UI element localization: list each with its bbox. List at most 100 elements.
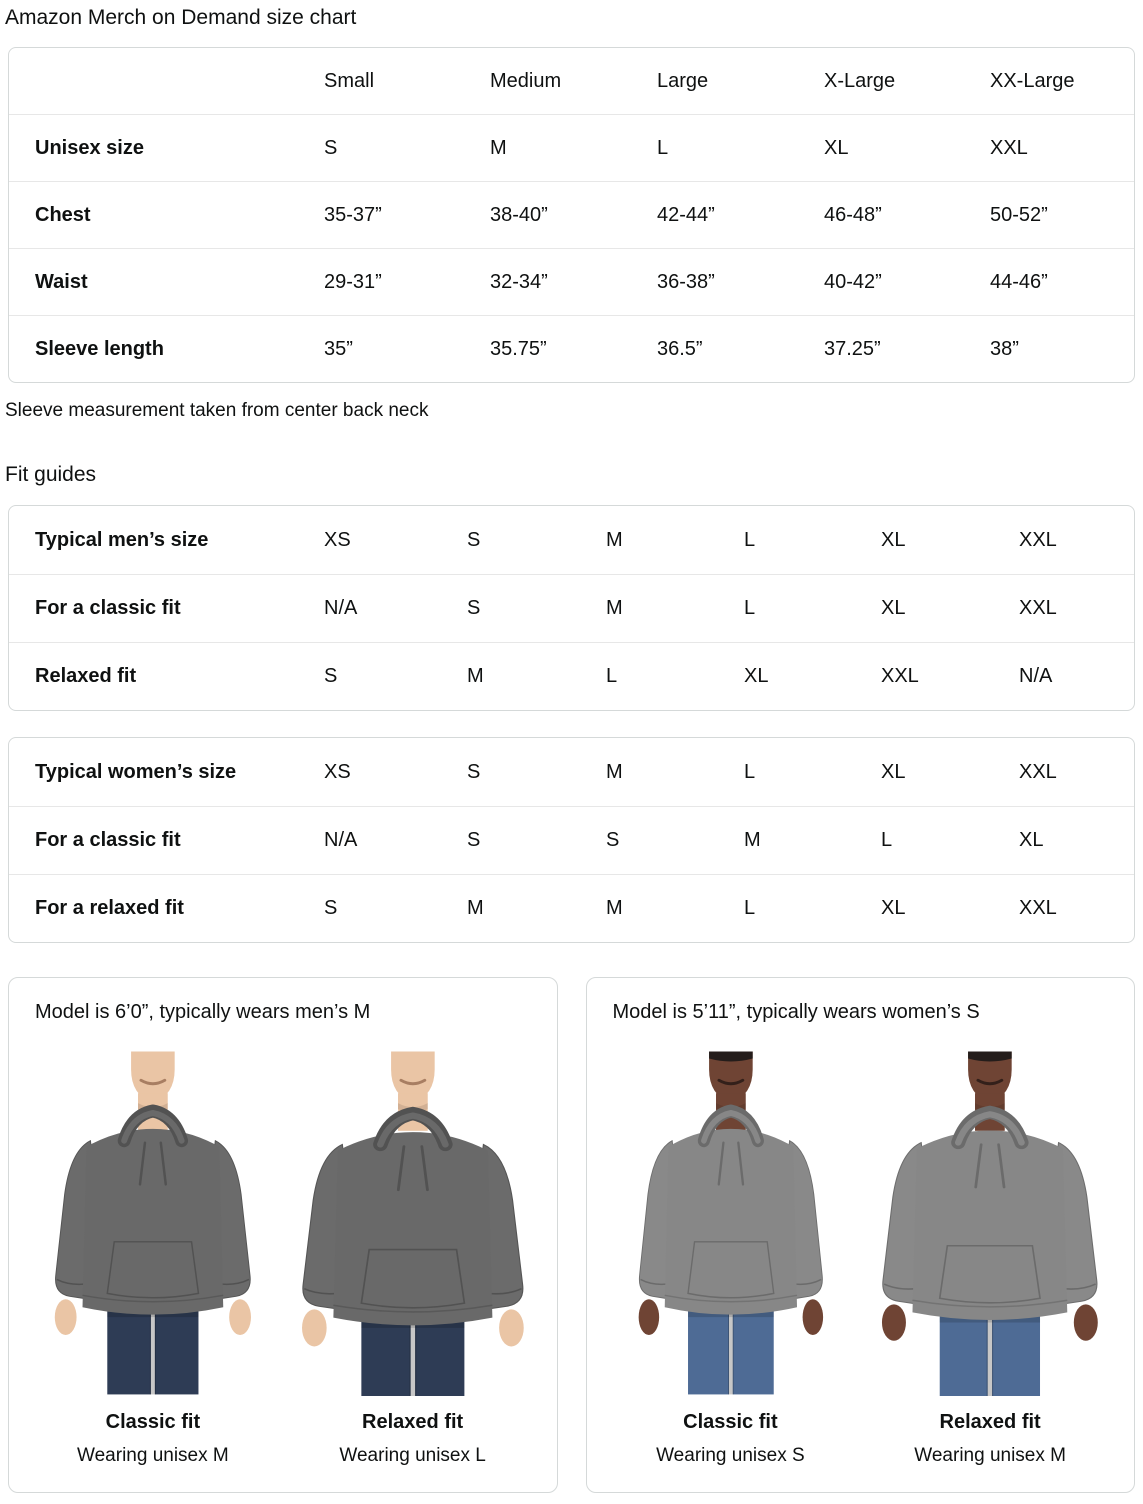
fit-value: M [606, 528, 623, 551]
row-label: For a relaxed fit [35, 897, 184, 919]
fit-value: M [606, 760, 623, 783]
row-label: Relaxed fit [35, 665, 137, 687]
fit-value: XL [881, 597, 906, 619]
row-label: Unisex size [35, 136, 144, 159]
table-row-relaxed-fit-women: For a relaxed fit S M M L XL XXL [9, 874, 1134, 942]
model-card-heading: Model is 6’0”, typically wears men’s M [35, 1001, 371, 1023]
fit-value: N/A [1019, 665, 1053, 687]
model-card-men: Model is 6’0”, typically wears men’s M C… [8, 977, 558, 1493]
fit-type-label: Relaxed fit [362, 1411, 464, 1433]
fit-value: L [744, 597, 756, 619]
fit-value: S [467, 597, 481, 619]
fit-value: XXL [1019, 597, 1057, 619]
fit-value: S [467, 760, 481, 783]
fit-value: XL [881, 897, 906, 919]
size-value: 37.25” [824, 337, 881, 360]
fit-guides-heading: Fit guides [5, 463, 97, 486]
fit-type-label: Classic fit [683, 1411, 778, 1433]
sleeve-measurement-note: Sleeve measurement taken from center bac… [5, 400, 429, 421]
fit-value: L [881, 829, 893, 851]
model-figure-men-relaxed: Relaxed fit Wearing unisex L [289, 1046, 537, 1468]
fit-value: XXL [1019, 528, 1057, 551]
fit-value: S [467, 829, 481, 851]
wearing-size-label: Wearing unisex M [914, 1445, 1066, 1466]
model-cards-row: Model is 6’0”, typically wears men’s M C… [8, 977, 1135, 1493]
row-label: Typical women’s size [35, 760, 237, 783]
fit-value: XL [881, 760, 906, 783]
fit-value: XL [744, 665, 769, 687]
model-card-heading: Model is 5’11”, typically wears women’s … [612, 1001, 980, 1023]
size-value: 44-46” [990, 270, 1048, 293]
fit-value: XL [881, 528, 906, 551]
page-title: Amazon Merch on Demand size chart [5, 6, 357, 29]
fit-value: L [744, 528, 756, 551]
fit-value: XL [1019, 829, 1044, 851]
fit-value: XXL [881, 665, 919, 687]
fit-value: S [606, 829, 620, 851]
model-photo-men-classic-fit [54, 1051, 251, 1395]
row-label: Chest [35, 203, 91, 226]
fit-value: XXL [1019, 760, 1057, 783]
fit-value: S [324, 665, 338, 687]
fit-guide-women-table: Typical women’s size XS S M L XL XXL For… [8, 737, 1135, 943]
model-figures: Classic fit Wearing unisex S Relaxed fit… [607, 1046, 1115, 1468]
size-value: 36.5” [657, 337, 703, 360]
size-value: 29-31” [324, 270, 382, 293]
row-label: Typical men’s size [35, 528, 209, 551]
wearing-size-label: Wearing unisex S [656, 1445, 805, 1466]
size-value: 38” [990, 337, 1019, 360]
size-value: 38-40” [490, 203, 548, 226]
table-row-relaxed-fit-men: Relaxed fit S M L XL XXL N/A [9, 642, 1134, 710]
size-value: S [324, 136, 338, 159]
table-row-unisex-size: Unisex size S M L XL XXL [9, 114, 1134, 181]
fit-value: M [744, 829, 761, 851]
model-figures: Classic fit Wearing unisex M Relaxed fit… [29, 1046, 537, 1468]
wearing-size-label: Wearing unisex M [77, 1445, 229, 1466]
size-value: 40-42” [824, 270, 882, 293]
fit-value: XS [324, 760, 351, 783]
size-value: 35-37” [324, 203, 382, 226]
fit-value: M [606, 597, 623, 619]
row-label: For a classic fit [35, 597, 181, 619]
fit-value: S [324, 897, 338, 919]
table-row-chest: Chest 35-37” 38-40” 42-44” 46-48” 50-52” [9, 181, 1134, 248]
model-photo-men-relaxed-fit [301, 1051, 524, 1396]
column-header-medium: Medium [490, 69, 562, 92]
size-chart-table: Small Medium Large X-Large XX-Large Unis… [8, 47, 1135, 383]
size-value: 50-52” [990, 203, 1048, 226]
size-value: M [490, 136, 507, 159]
column-header-small: Small [324, 69, 375, 92]
table-row-classic-fit-men: For a classic fit N/A S M L XL XXL [9, 574, 1134, 642]
column-header-large: Large [657, 69, 709, 92]
column-header-xxlarge: XX-Large [990, 69, 1075, 92]
size-value: 42-44” [657, 203, 715, 226]
table-row-typical-womens-size: Typical women’s size XS S M L XL XXL [9, 738, 1134, 806]
model-card-women: Model is 5’11”, typically wears women’s … [585, 977, 1135, 1493]
fit-value: M [467, 897, 484, 919]
row-label: For a classic fit [35, 829, 181, 851]
model-figure-men-classic: Classic fit Wearing unisex M [29, 1046, 277, 1468]
column-header-xlarge: X-Large [824, 69, 896, 92]
size-value: 35” [324, 337, 353, 360]
size-chart-page: Amazon Merch on Demand size chart Small … [0, 4, 1143, 1493]
wearing-size-label: Wearing unisex L [339, 1445, 486, 1466]
size-value: 35.75” [490, 337, 547, 360]
table-row-typical-mens-size: Typical men’s size XS S M L XL XXL [9, 506, 1134, 574]
table-row-classic-fit-women: For a classic fit N/A S S M L XL [9, 806, 1134, 874]
model-figure-women-classic: Classic fit Wearing unisex S [607, 1046, 855, 1468]
fit-value: N/A [324, 597, 358, 619]
fit-value: L [606, 665, 618, 687]
size-value: L [657, 136, 669, 159]
row-label: Waist [35, 270, 88, 293]
fit-value: XXL [1019, 897, 1057, 919]
fit-type-label: Relaxed fit [939, 1411, 1041, 1433]
size-chart-header-row: Small Medium Large X-Large XX-Large [9, 48, 1134, 114]
fit-value: L [744, 897, 756, 919]
table-row-sleeve-length: Sleeve length 35” 35.75” 36.5” 37.25” 38… [9, 315, 1134, 382]
table-row-waist: Waist 29-31” 32-34” 36-38” 40-42” 44-46” [9, 248, 1134, 315]
model-figure-women-relaxed: Relaxed fit Wearing unisex M [866, 1046, 1114, 1468]
fit-guide-men-table: Typical men’s size XS S M L XL XXL For a… [8, 505, 1135, 711]
size-value: XL [824, 136, 849, 159]
model-photo-women-classic-fit [638, 1051, 823, 1395]
fit-value: XS [324, 528, 351, 551]
